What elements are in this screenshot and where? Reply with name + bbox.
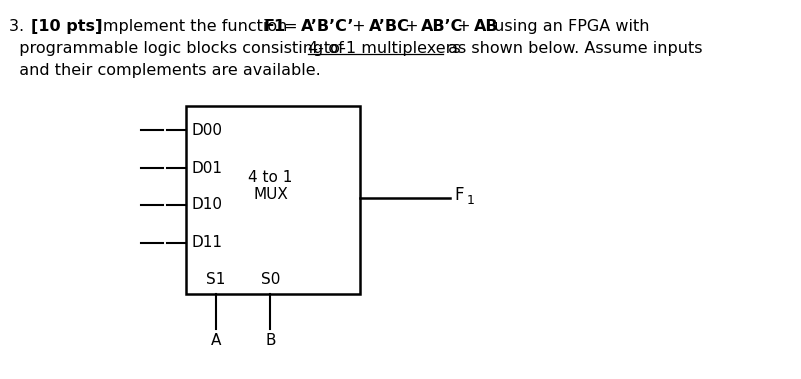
Text: B: B	[265, 333, 276, 348]
Text: D11: D11	[191, 235, 223, 250]
Text: A: A	[211, 333, 221, 348]
Text: and their complements are available.: and their complements are available.	[10, 63, 321, 78]
Text: D10: D10	[191, 197, 223, 212]
Text: 3.: 3.	[10, 19, 30, 34]
Text: AB’C: AB’C	[421, 19, 464, 34]
Text: +: +	[400, 19, 424, 34]
Text: 4-to-1 multiplexers: 4-to-1 multiplexers	[308, 41, 461, 56]
Text: 1: 1	[467, 194, 475, 207]
Text: +: +	[347, 19, 371, 34]
Text: +: +	[453, 19, 476, 34]
Text: S0: S0	[261, 272, 280, 287]
Text: [10 pts]: [10 pts]	[30, 19, 102, 34]
Text: =: =	[279, 19, 303, 34]
Bar	[186, 106, 360, 294]
Text: D01: D01	[191, 161, 223, 175]
Text: S1: S1	[206, 272, 225, 287]
Text: F1: F1	[264, 19, 286, 34]
Text: A’B’C’: A’B’C’	[300, 19, 354, 34]
Text: as shown below. Assume inputs: as shown below. Assume inputs	[443, 41, 702, 56]
Text: using an FPGA with: using an FPGA with	[489, 19, 650, 34]
Text: 4 to 1: 4 to 1	[248, 169, 292, 185]
Text: AB: AB	[473, 19, 498, 34]
Text: MUX: MUX	[253, 188, 288, 202]
Text: D00: D00	[191, 123, 223, 138]
Text: programmable logic blocks consisting of: programmable logic blocks consisting of	[10, 41, 349, 56]
Text: A’BC: A’BC	[368, 19, 409, 34]
Text: F: F	[455, 186, 465, 204]
Text: Implement the function: Implement the function	[93, 19, 292, 34]
